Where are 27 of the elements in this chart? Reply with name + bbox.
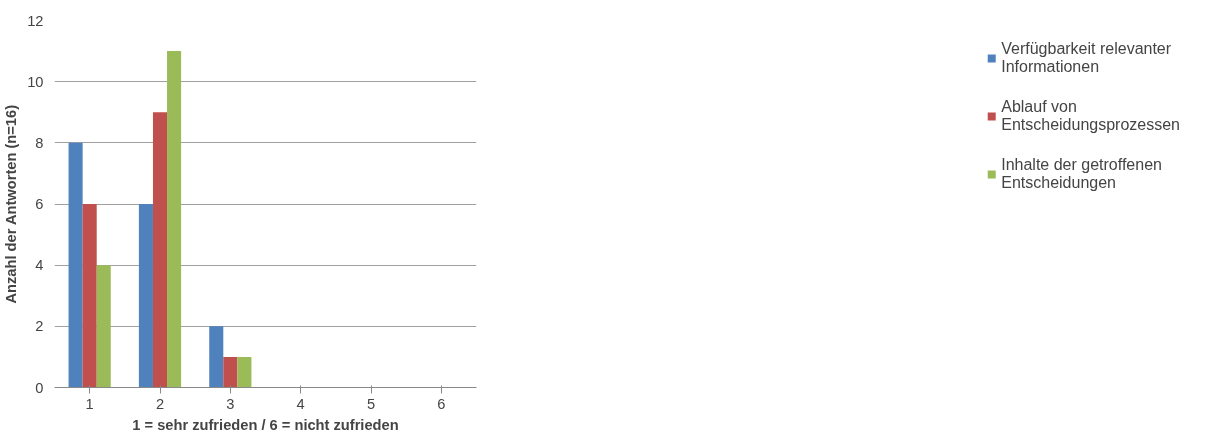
- legend-label: Ablauf von Entscheidungsprozessen: [1001, 98, 1180, 134]
- y-tick-label: 4: [35, 257, 44, 274]
- y-tick-label: 6: [35, 196, 44, 212]
- x-axis-title: 1 = sehr zufrieden / 6 = nicht zufrieden: [132, 416, 399, 433]
- y-tick-label: 8: [35, 134, 44, 151]
- bar: [96, 265, 111, 388]
- bar: [138, 204, 153, 388]
- y-axis-title: Anzahl der Antworten (n=16): [3, 104, 20, 304]
- x-tick-label: 1: [85, 395, 94, 412]
- y-tick-label: 2: [35, 318, 44, 335]
- y-tick-label: 12: [27, 12, 44, 29]
- bar: [167, 51, 182, 388]
- x-tick-label: 4: [296, 395, 305, 412]
- x-tick-label: 5: [366, 395, 376, 412]
- bar: [209, 326, 224, 388]
- y-tick-label: 10: [27, 73, 44, 90]
- bar: [82, 204, 97, 388]
- bar: [68, 142, 83, 388]
- x-tick-label: 3: [226, 395, 235, 412]
- x-tick-label: 2: [155, 395, 165, 412]
- legend-label: Verfügbarkeit relevanter Informationen: [1001, 40, 1172, 76]
- legend-label: Inhalte der getroffenen Entscheidungen: [1001, 156, 1162, 192]
- x-tick-label: 6: [437, 395, 446, 412]
- bar: [152, 112, 168, 388]
- bar: [223, 356, 238, 388]
- y-tick-label: 0: [35, 379, 44, 396]
- bar: [237, 356, 252, 388]
